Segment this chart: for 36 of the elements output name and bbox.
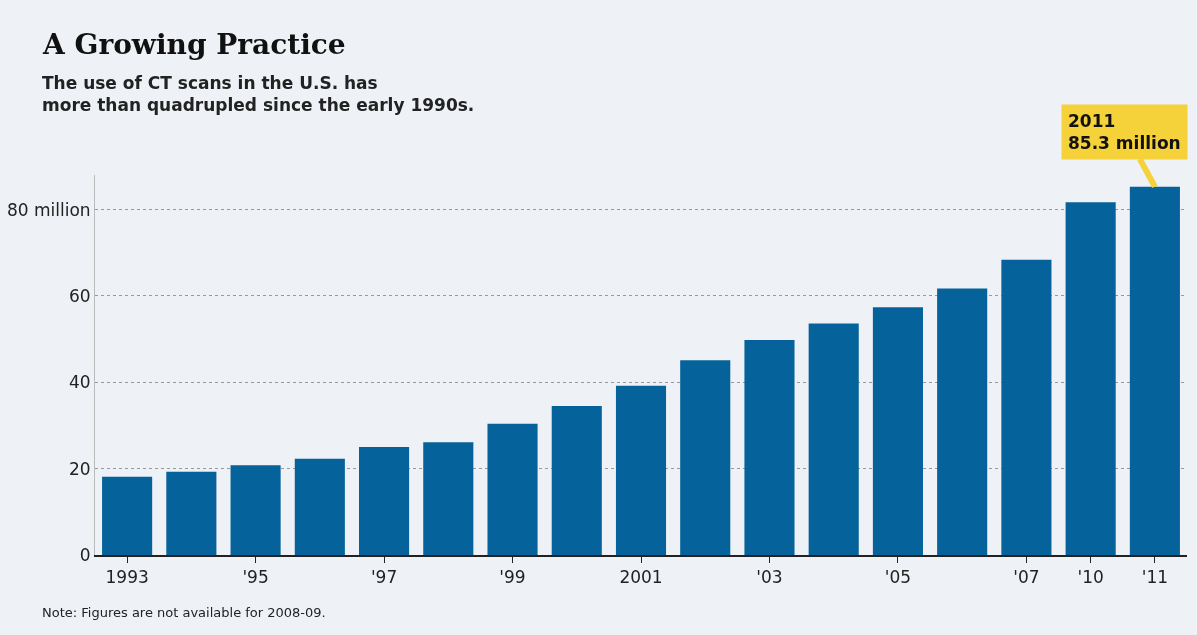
x-tick-label: '07	[1013, 567, 1040, 588]
x-tick-label: '10	[1077, 567, 1104, 588]
x-tick-label: 2001	[619, 567, 663, 588]
x-tick-label: '99	[499, 567, 526, 588]
y-tick-label: 60	[68, 285, 91, 306]
bar	[230, 465, 281, 555]
x-tick-label: '97	[370, 567, 398, 588]
bar	[680, 360, 731, 555]
bar	[1001, 259, 1052, 555]
bar	[551, 406, 602, 555]
bar	[872, 307, 923, 555]
y-tick-label: 0	[79, 544, 91, 565]
chart-subtitle: The use of CT scans in the U.S. has more than quadrupled since the early 1990s.	[42, 73, 475, 116]
y-tick-label: 20	[68, 458, 91, 479]
bar	[166, 471, 217, 555]
bar	[487, 423, 538, 555]
x-tick-label: '05	[884, 567, 912, 588]
bar	[937, 288, 988, 555]
bar	[1065, 202, 1116, 555]
bar	[423, 442, 474, 555]
bar	[1129, 186, 1180, 555]
x-tick-label: '11	[1141, 567, 1169, 588]
annotation: 2011 85.3 million	[1068, 111, 1181, 154]
bar	[102, 476, 153, 555]
text: Note: Figures are not available for 2008-09.	[42, 605, 326, 620]
y-tick-label: 40	[68, 372, 91, 393]
chart-title: A Growing Practice	[42, 28, 346, 61]
y-tick-label: 80 million	[6, 199, 91, 220]
bar	[808, 323, 859, 555]
x-tick-label: '95	[242, 567, 269, 588]
bar	[615, 385, 667, 555]
bar	[294, 458, 345, 555]
bar	[359, 447, 410, 555]
x-tick-label: 1993	[105, 567, 149, 588]
x-tick-label: '03	[756, 567, 783, 588]
bar	[744, 339, 795, 555]
